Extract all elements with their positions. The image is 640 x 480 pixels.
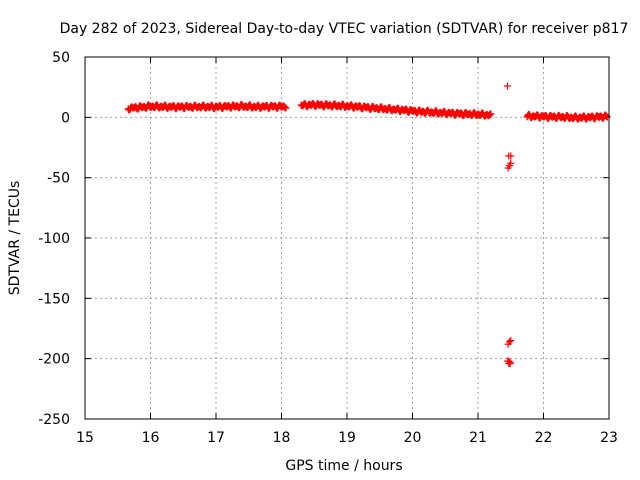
x-tick-label: 20: [404, 430, 422, 446]
y-tick-label: -50: [47, 171, 70, 187]
y-tick-label: 50: [52, 50, 70, 66]
outlier-point: [505, 338, 513, 346]
data-point: [487, 110, 495, 118]
data-point: [282, 104, 290, 112]
grid-lines: [85, 57, 609, 419]
y-tick-label: -150: [38, 291, 70, 307]
outlier-point: [503, 82, 511, 90]
x-tick-label: 16: [142, 430, 160, 446]
outlier-point: [506, 359, 514, 367]
y-tick-label: -200: [38, 352, 70, 368]
x-tick-label: 15: [76, 430, 94, 446]
x-tick-label: 19: [338, 430, 356, 446]
y-tick-label: 0: [61, 110, 70, 126]
x-tick-label: 21: [469, 430, 487, 446]
axis-ticks: 15 16 17 18 19 20 21 22 23 -250 -200 -150 -100 -50 0 50: [38, 50, 618, 446]
y-axis-label: SDTVAR / TECUs: [7, 181, 23, 296]
y-tick-label: -100: [38, 231, 70, 247]
x-tick-label: 23: [600, 430, 618, 446]
outlier-point: [507, 152, 515, 160]
x-tick-label: 22: [535, 430, 553, 446]
x-axis-label: GPS time / hours: [285, 458, 402, 474]
x-tick-label: 17: [207, 430, 225, 446]
outlier-point: [507, 159, 515, 167]
outlier-point: [507, 337, 515, 345]
chart-title: Day 282 of 2023, Sidereal Day-to-day VTE…: [60, 21, 629, 37]
data-point: [603, 113, 611, 121]
plot-frame: [84, 56, 610, 420]
x-tick-label: 18: [273, 430, 291, 446]
y-tick-label: -250: [38, 412, 70, 428]
data-points: [124, 82, 611, 367]
